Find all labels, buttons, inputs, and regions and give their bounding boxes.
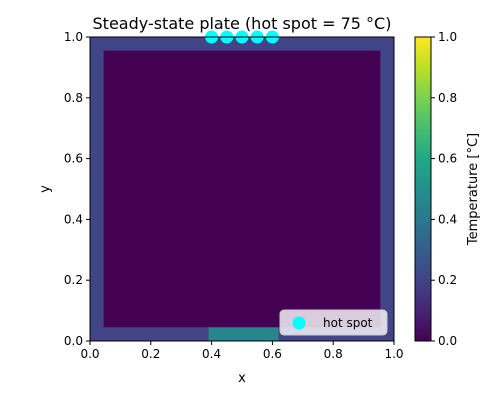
x-tick-label: 1.0 [384,347,403,361]
colorbar-tick-label: 0.2 [438,273,457,287]
y-tick-label: 0.6 [64,152,83,166]
colorbar-tick-label: 0.8 [438,91,457,105]
colorbar-bar [415,37,431,341]
x-tick-label: 0.0 [80,347,99,361]
x-tick-label: 0.6 [263,347,282,361]
field-interior [104,51,381,328]
colorbar-tick-label: 0.0 [438,334,457,348]
colorbar-tick-label: 0.6 [438,152,457,166]
plot-area [90,31,394,342]
colorbar-tick-label: 0.4 [438,212,457,226]
field-hot-segment [209,327,279,341]
legend: hot spot [280,310,387,335]
x-axis-label: x [238,371,246,386]
legend-marker [293,317,306,330]
y-tick-label: 0.0 [64,334,83,348]
y-tick-label: 0.2 [64,273,83,287]
x-tick-label: 0.8 [324,347,343,361]
colorbar-tick-label: 1.0 [438,30,457,44]
x-tick-label: 0.2 [141,347,160,361]
colorbar-label: Temperature [°C] [466,133,481,246]
colorbar: 0.0 0.2 0.4 0.6 0.8 1.0 [415,30,457,348]
y-tick-label: 0.8 [64,91,83,105]
y-tick-label: 0.4 [64,212,83,226]
y-axis-label: y [38,185,53,193]
legend-label: hot spot [323,316,373,330]
x-tick-label: 0.4 [202,347,221,361]
y-tick-label: 1.0 [64,30,83,44]
chart-title: Steady-state plate (hot spot = 75 °C) [93,14,392,33]
